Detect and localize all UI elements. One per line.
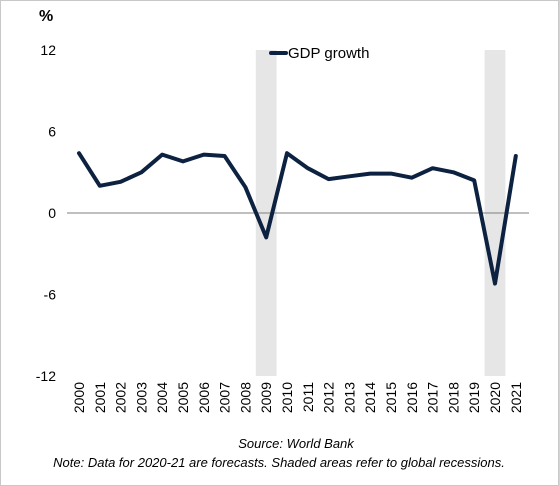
y-tick-label: 6 — [48, 124, 56, 140]
data-point-2016 — [410, 176, 414, 180]
data-point-2007 — [223, 154, 227, 158]
y-tick-label: 0 — [48, 205, 56, 221]
y-tick-label: -6 — [44, 286, 57, 302]
x-tick-label: 2019 — [466, 382, 482, 413]
x-tick-label: 2016 — [404, 382, 420, 413]
x-tick-label: 2018 — [445, 382, 461, 413]
x-tick-label: 2000 — [71, 382, 87, 413]
data-point-2003 — [139, 170, 143, 174]
data-point-2021 — [514, 154, 518, 158]
x-tick-label: 2001 — [92, 382, 108, 413]
x-tick-label: 2015 — [383, 382, 399, 413]
data-point-2009 — [264, 235, 268, 239]
data-point-2019 — [472, 178, 476, 182]
data-point-2002 — [119, 180, 123, 184]
x-tick-label: 2003 — [133, 382, 149, 413]
x-tick-label: 2013 — [341, 382, 357, 413]
data-point-2010 — [285, 151, 289, 155]
data-point-2014 — [368, 172, 372, 176]
data-point-2008 — [243, 185, 247, 189]
data-point-2013 — [347, 174, 351, 178]
forecast-note: Note: Data for 2020-21 are forecasts. Sh… — [53, 455, 505, 470]
data-point-2020 — [493, 282, 497, 286]
x-tick-label: 2005 — [175, 382, 191, 413]
x-tick-label: 2006 — [196, 382, 212, 413]
x-tick-label: 2017 — [425, 382, 441, 413]
data-point-2012 — [327, 177, 331, 181]
data-point-2001 — [98, 184, 102, 188]
source-note: Source: World Bank — [238, 436, 355, 451]
data-point-2005 — [181, 159, 185, 163]
series-line-gdp-growth — [77, 151, 518, 286]
data-point-2000 — [77, 151, 81, 155]
x-tick-label: 2012 — [321, 382, 337, 413]
x-tick-label: 2020 — [487, 382, 503, 413]
x-tick-label: 2004 — [154, 382, 170, 413]
data-point-2011 — [306, 166, 310, 170]
data-point-2004 — [160, 153, 164, 157]
data-point-2015 — [389, 172, 393, 176]
x-tick-label: 2007 — [217, 382, 233, 413]
legend-label: GDP growth — [288, 45, 369, 62]
x-tick-label: 2008 — [237, 382, 253, 413]
data-point-2006 — [202, 153, 206, 157]
y-tick-label: -12 — [36, 368, 56, 384]
data-point-2018 — [451, 170, 455, 174]
x-tick-label: 2009 — [258, 382, 274, 413]
y-axis-unit-label: % — [39, 8, 53, 25]
x-tick-label: 2021 — [508, 382, 524, 413]
y-tick-label: 12 — [40, 42, 56, 58]
x-tick-label: 2002 — [113, 382, 129, 413]
x-tick-label: 2014 — [362, 382, 378, 413]
data-point-2017 — [431, 166, 435, 170]
x-tick-label: 2010 — [279, 382, 295, 413]
x-tick-label: 2011 — [300, 382, 316, 412]
